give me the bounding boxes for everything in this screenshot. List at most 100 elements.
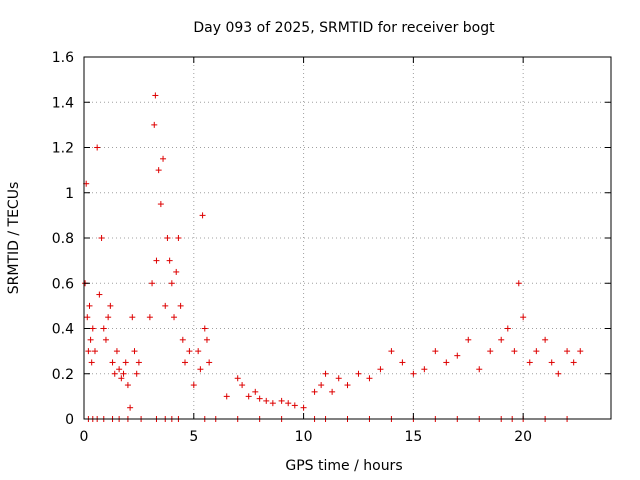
data-point	[153, 257, 160, 264]
data-point	[410, 370, 417, 377]
data-point	[355, 370, 362, 377]
data-point	[152, 92, 159, 99]
data-point	[344, 382, 351, 389]
data-point	[542, 336, 549, 343]
data-point	[173, 268, 180, 275]
data-point	[465, 336, 472, 343]
data-point	[256, 395, 263, 402]
data-point	[86, 302, 93, 309]
data-point	[454, 352, 461, 359]
data-point	[399, 359, 406, 366]
data-point	[98, 235, 105, 241]
data-point	[120, 370, 127, 377]
data-point	[335, 375, 342, 382]
data-point	[195, 348, 202, 355]
data-point	[122, 359, 129, 366]
data-point	[487, 348, 494, 355]
data-point	[149, 280, 156, 287]
data-point	[570, 359, 577, 366]
data-point	[199, 212, 206, 219]
data-point	[533, 348, 540, 355]
data-point	[520, 314, 527, 321]
x-tick-label: 20	[514, 429, 532, 445]
data-point	[116, 366, 123, 373]
data-point	[96, 291, 103, 298]
y-tick-label: 0	[65, 412, 74, 428]
data-point	[201, 325, 208, 332]
data-point	[162, 302, 169, 309]
x-tick-label: 15	[404, 429, 422, 445]
data-point	[89, 325, 96, 332]
y-axis-label: SRMTID / TECUs	[6, 182, 22, 295]
x-tick-label: 5	[189, 429, 198, 445]
data-point	[118, 375, 125, 382]
data-point	[151, 121, 158, 128]
data-point	[177, 302, 184, 309]
y-tick-label: 1.2	[52, 141, 74, 157]
data-point	[133, 370, 140, 377]
data-point	[223, 393, 230, 400]
y-tick-label: 0.2	[52, 367, 74, 383]
x-axis-label: GPS time / hours	[285, 458, 402, 474]
data-point	[564, 348, 571, 355]
data-point	[476, 366, 483, 373]
chart-title: Day 093 of 2025, SRMTID for receiver bog…	[193, 20, 495, 36]
x-tick-label: 0	[80, 429, 89, 445]
grid-lines	[84, 57, 611, 419]
data-point	[85, 348, 92, 355]
data-point	[84, 314, 91, 321]
data-point	[186, 348, 193, 355]
data-point	[311, 388, 318, 395]
data-point	[91, 348, 98, 355]
data-point	[252, 388, 259, 395]
data-point	[515, 280, 522, 287]
y-tick-label: 0.4	[52, 322, 74, 338]
data-point	[160, 155, 167, 162]
data-point	[175, 235, 182, 241]
data-point	[94, 144, 101, 151]
y-tick-label: 1.6	[52, 50, 74, 66]
data-point	[168, 280, 175, 287]
data-point	[190, 382, 197, 389]
data-point	[443, 359, 450, 366]
data-point	[113, 348, 120, 355]
data-point	[432, 348, 439, 355]
data-point	[166, 257, 173, 264]
data-point	[100, 325, 107, 332]
y-tick-label: 0.8	[52, 231, 74, 247]
data-point	[182, 359, 189, 366]
data-point	[107, 302, 114, 309]
data-point	[203, 336, 210, 343]
data-point	[278, 397, 285, 404]
data-point	[124, 382, 131, 389]
data-point	[135, 359, 142, 366]
data-point	[555, 370, 562, 377]
data-point	[164, 235, 171, 241]
data-point	[300, 404, 307, 411]
data-point	[127, 404, 134, 411]
data-point	[206, 359, 213, 366]
data-point	[577, 348, 584, 355]
data-point	[129, 314, 136, 321]
data-point	[146, 314, 153, 321]
data-point	[197, 366, 204, 373]
data-point	[269, 400, 276, 407]
data-point	[498, 336, 505, 343]
data-point	[239, 382, 246, 389]
x-tick-label: 10	[295, 429, 313, 445]
y-tick-label: 0.6	[52, 276, 74, 292]
data-point	[511, 348, 518, 355]
x-axis-ticks: 0 5 10 15 20	[80, 57, 532, 445]
data-point	[105, 314, 112, 321]
data-point	[171, 314, 178, 321]
data-point	[157, 201, 164, 208]
data-point	[87, 336, 94, 343]
data-point	[526, 359, 533, 366]
data-point	[318, 382, 325, 389]
data-point	[131, 348, 138, 355]
data-point	[234, 375, 241, 382]
data-point	[245, 393, 252, 400]
data-point	[155, 167, 162, 174]
